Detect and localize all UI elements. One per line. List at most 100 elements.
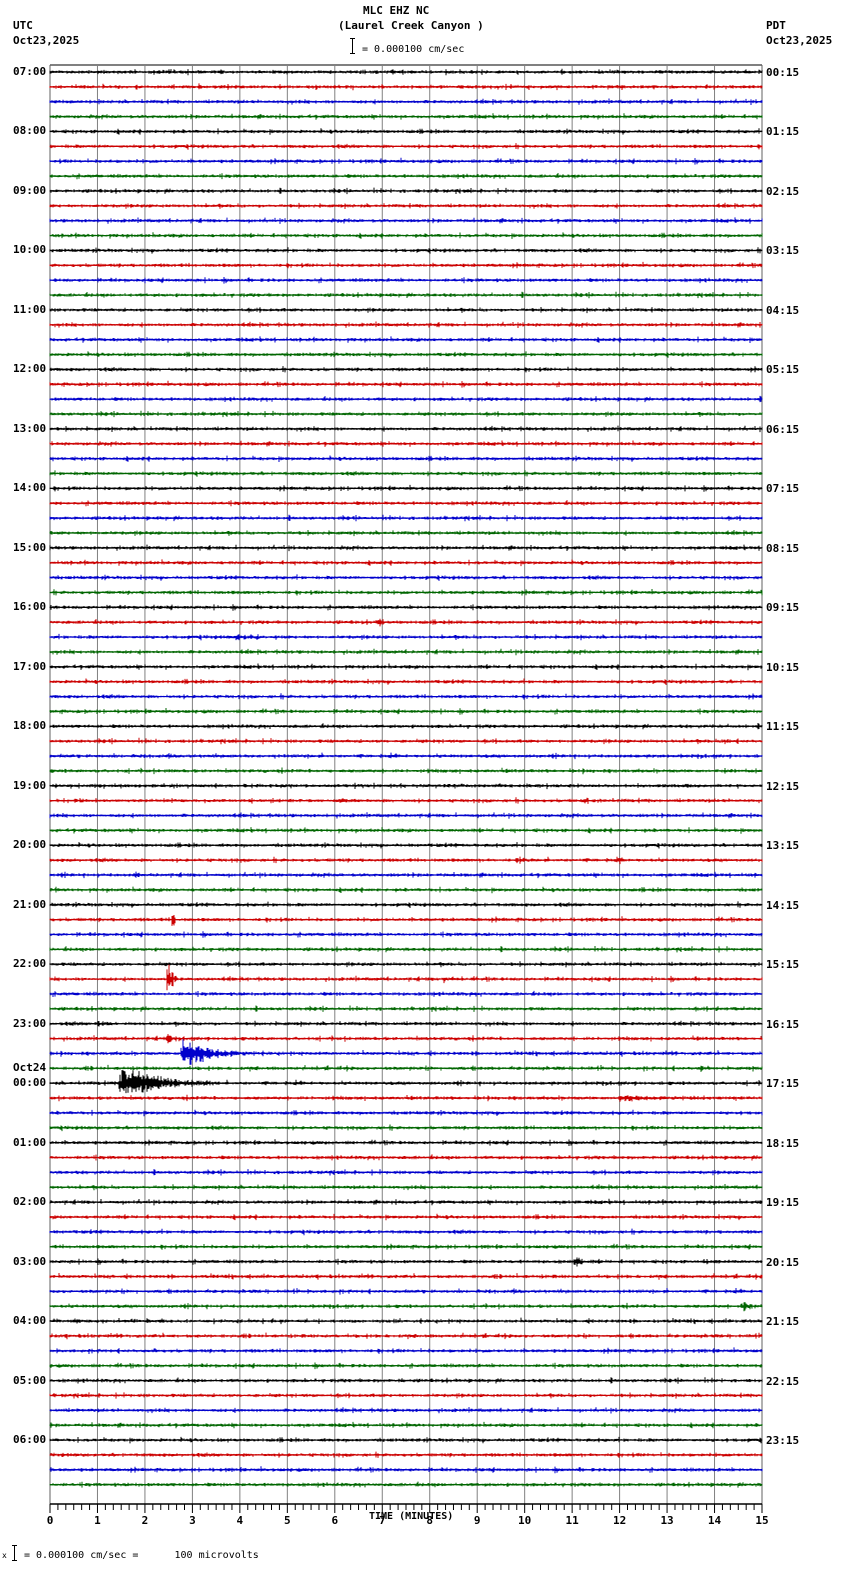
trace-row <box>49 1481 763 1488</box>
utc-hour-label: 19:00 <box>13 778 47 792</box>
trace-row <box>49 767 763 775</box>
trace-row <box>49 261 763 269</box>
x-tick-label: 8 <box>426 1514 433 1527</box>
trace-row <box>49 648 763 656</box>
trace-row <box>49 484 763 492</box>
trace-row <box>49 1377 763 1384</box>
trace-row <box>49 83 763 91</box>
trace-row <box>49 277 763 284</box>
trace-row <box>49 856 763 865</box>
trace-row <box>49 946 763 953</box>
trace-row <box>49 500 763 507</box>
trace-row <box>49 964 763 991</box>
trace-row <box>49 1139 763 1146</box>
utc-hour-label: 03:00 <box>13 1254 47 1268</box>
pdt-hour-label: 16:15 <box>766 1017 800 1031</box>
utc-hour-label: 05:00 <box>13 1373 47 1387</box>
trace-row <box>49 1070 763 1094</box>
trace-row <box>49 440 763 447</box>
trace-row <box>49 663 763 671</box>
trace-row <box>49 1407 763 1414</box>
pdt-hour-label: 14:15 <box>766 898 800 912</box>
utc-hour-label: 15:00 <box>13 540 47 554</box>
trace-row <box>49 321 763 328</box>
trace-row <box>49 1198 763 1206</box>
trace-row <box>49 559 763 567</box>
x-tick-label: 11 <box>566 1514 580 1527</box>
trace-row <box>49 395 763 403</box>
trace-row <box>49 232 763 239</box>
trace-row <box>49 1243 763 1250</box>
trace-row <box>49 886 763 894</box>
utc-hour-label: 17:00 <box>13 659 47 673</box>
utc-hour-label: 08:00 <box>13 124 47 138</box>
left-date: Oct23,2025 <box>13 34 80 47</box>
trace-row <box>49 708 763 715</box>
utc-hour-label: 00:00 <box>13 1076 47 1090</box>
pdt-hour-label: 13:15 <box>766 839 800 853</box>
pdt-hour-label: 22:15 <box>766 1374 800 1388</box>
trace-row <box>49 544 763 552</box>
trace-row <box>49 827 763 834</box>
trace-row <box>49 1064 763 1072</box>
trace-row <box>49 1362 763 1370</box>
trace-row <box>49 514 763 522</box>
trace-row <box>49 217 763 224</box>
trace-row <box>49 915 763 926</box>
trace-row <box>49 247 763 254</box>
x-tick-label: 10 <box>518 1514 531 1527</box>
x-tick-label: 6 <box>331 1514 338 1527</box>
pdt-hour-label: 11:15 <box>766 720 800 734</box>
trace-row <box>49 678 763 685</box>
utc-hour-label: 18:00 <box>13 719 47 733</box>
trace-row <box>49 1124 763 1132</box>
x-tick-label: 2 <box>142 1514 149 1527</box>
footer-scale-label: = 0.000100 cm/sec = 100 microvolts <box>24 1550 259 1561</box>
trace-row <box>49 1169 763 1176</box>
pdt-hour-label: 21:15 <box>766 1315 800 1329</box>
trace-row <box>49 157 763 165</box>
footer-scale-prefix: x <box>2 1551 7 1560</box>
trace-row <box>49 752 763 760</box>
trace-row <box>49 589 763 596</box>
utc-hour-label: 21:00 <box>13 897 47 911</box>
trace-row <box>49 1184 763 1191</box>
right-timezone: PDT <box>766 19 786 32</box>
trace-row <box>49 202 763 209</box>
trace-row <box>49 1451 763 1458</box>
trace-row <box>49 143 763 150</box>
trace-row <box>49 68 763 76</box>
scale-label: = 0.000100 cm/sec <box>362 44 465 55</box>
trace-row <box>49 1005 763 1012</box>
trace-row <box>49 530 763 537</box>
trace-row <box>49 113 763 120</box>
trace-row <box>49 455 763 462</box>
trace-row <box>49 366 763 373</box>
trace-row <box>49 187 763 195</box>
trace-row <box>49 797 763 804</box>
trace-row <box>49 782 763 790</box>
pdt-hour-label: 12:15 <box>766 779 800 793</box>
trace-row <box>49 1466 763 1474</box>
x-tick-label: 1 <box>94 1514 101 1527</box>
station-location: (Laurel Creek Canyon ) <box>338 19 484 32</box>
trace-row <box>49 128 763 135</box>
x-tick-label: 5 <box>284 1514 291 1527</box>
trace-row <box>49 1392 763 1399</box>
trace-row <box>49 470 763 477</box>
pdt-hour-label: 03:15 <box>766 244 800 258</box>
station-title: MLC EHZ NC <box>363 4 430 17</box>
left-timezone: UTC <box>13 19 33 32</box>
x-tick-label: 15 <box>755 1514 768 1527</box>
utc-hour-label: 13:00 <box>13 421 47 435</box>
trace-row <box>49 1421 763 1429</box>
pdt-hour-label: 04:15 <box>766 303 800 317</box>
trace-row <box>49 618 763 627</box>
trace-row <box>49 901 763 908</box>
pdt-hour-label: 08:15 <box>766 541 800 555</box>
utc-hour-label: 23:00 <box>13 1016 47 1030</box>
pdt-hour-label: 05:15 <box>766 363 800 377</box>
trace-row <box>49 633 763 641</box>
trace-row <box>49 1317 763 1325</box>
